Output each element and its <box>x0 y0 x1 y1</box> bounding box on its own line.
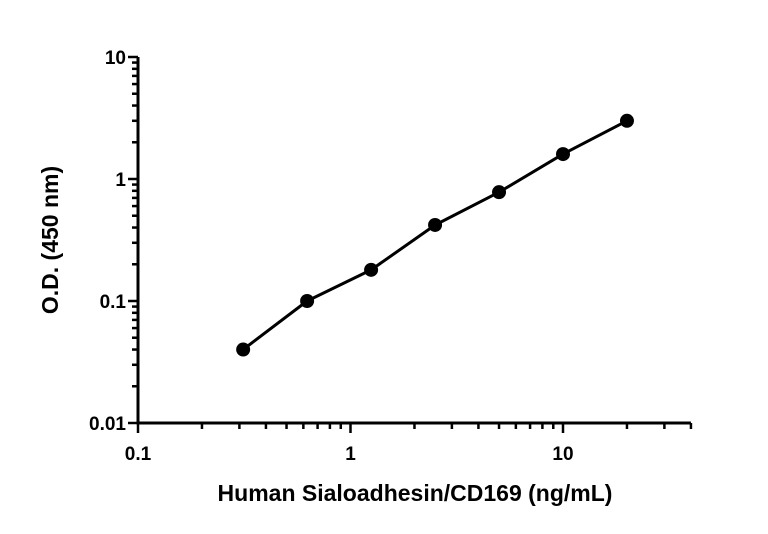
data-point <box>300 294 315 308</box>
data-point <box>619 113 634 128</box>
x-axis-title: Human Sialoadhesin/CD169 (ng/mL) <box>218 480 613 506</box>
y-tick-label: 0.01 <box>89 414 126 435</box>
data-point <box>556 147 570 162</box>
y-axis-title: O.D. (450 nm) <box>37 166 63 314</box>
data-point <box>236 342 251 357</box>
y-tick-label: 10 <box>105 48 126 69</box>
y-tick-label: 0.1 <box>100 292 127 313</box>
data-point <box>492 185 507 200</box>
axes: 0.1 1 10 0.01 0.1 1 10 <box>89 48 693 465</box>
data-marks <box>236 113 634 357</box>
x-tick-label: 1 <box>345 444 356 465</box>
data-point <box>364 262 379 277</box>
x-tick-label: 0.1 <box>125 444 152 465</box>
data-point <box>428 217 443 232</box>
y-tick-label: 1 <box>115 170 126 191</box>
x-tick-label: 10 <box>552 444 573 465</box>
